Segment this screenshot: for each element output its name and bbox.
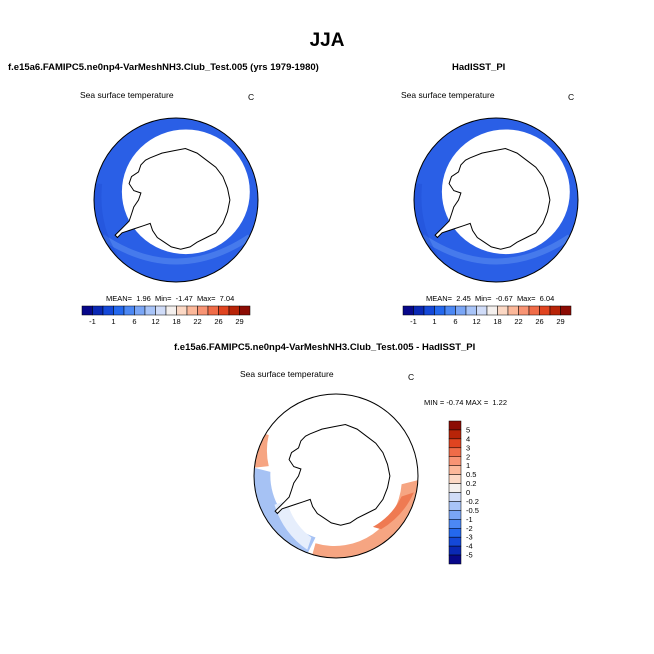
panel-3-title: f.e15a6.FAMIPC5.ne0np4-VarMeshNH3.Club_T…	[174, 342, 476, 353]
panel-3-colorbar-tick-label: 1	[466, 461, 470, 470]
panel-3-colorbar-tick-label: 5	[466, 425, 470, 434]
panel-2-colorbar-tick-label: 29	[556, 317, 564, 326]
panel-3-antarctica-outline	[274, 423, 391, 526]
panel-3-map-border	[253, 393, 419, 559]
panel-3-colorbar-tick-label: -4	[466, 542, 473, 551]
panel-3-colorbar-cell	[448, 501, 462, 511]
panel-3-colorbar-tick-label: 3	[466, 443, 470, 452]
panel-1-colorbar-tick-label: 18	[172, 317, 180, 326]
panel-1-mean-label: MEAN=	[106, 294, 133, 303]
panel-2-map-border	[413, 117, 579, 283]
panel-3-colorbar-tick-label: -0.5	[466, 506, 479, 515]
panel-3-min-label: MIN =	[424, 398, 445, 407]
panel-1-stats: MEAN= 1.96 Min= -1.47 Max= 7.04	[106, 294, 234, 303]
panel-1-variable-label: Sea surface temperature	[80, 90, 174, 100]
panel-2-colorbar-tick-label: 6	[453, 317, 457, 326]
panel-3-colorbar-tick-label: 0.5	[466, 470, 476, 479]
panel-2-min-label: Min=	[475, 294, 492, 303]
panel-2-max-label: Max=	[516, 294, 536, 303]
panel-1-antarctica-outline	[114, 147, 231, 250]
panel-2-colorbar-tick-label: 12	[472, 317, 480, 326]
panel-2-colorbar-tick-label: 26	[535, 317, 543, 326]
panel-3-colorbar-tick-label: 2	[466, 452, 470, 461]
panel-2-variable-label: Sea surface temperature	[401, 90, 495, 100]
panel-2-colorbar-tick-label: 1	[432, 317, 436, 326]
panel-3-colorbar-cell	[448, 483, 462, 493]
panel-3-colorbar-cell	[448, 420, 462, 431]
panel-2-colorbar-cell	[560, 305, 572, 316]
panel-1-colorbar-tick-label: -1	[89, 317, 96, 326]
panel-1-max-value: 7.04	[219, 294, 235, 303]
panel-2-mean-label: MEAN=	[426, 294, 453, 303]
panel-3-colorbar-tick-label: 0	[466, 488, 470, 497]
panel-3-colorbar-cell	[448, 519, 462, 529]
panel-3-colorbar-cell	[448, 456, 462, 466]
panel-2-antarctica-outline	[434, 147, 551, 250]
panel-3-colorbar-tick-label: -0.2	[466, 497, 479, 506]
panel-1-colorbar-tick-label: 29	[235, 317, 243, 326]
panel-1-colorbar-tick-label: 26	[214, 317, 222, 326]
panel-3-colorbar-tick-label: 0.2	[466, 479, 476, 488]
panel-2-max-value: 6.04	[539, 294, 555, 303]
panel-3-stats: MIN = -0.74 MAX = 1.22	[424, 398, 507, 407]
panel-1-title: f.e15a6.FAMIPC5.ne0np4-VarMeshNH3.Club_T…	[8, 62, 319, 73]
panel-3-min-value: -0.74	[446, 398, 464, 407]
panel-3-colorbar-cell	[448, 447, 462, 457]
panel-3-colorbar-cell	[448, 438, 462, 449]
panel-1-min-value: -1.47	[175, 294, 193, 303]
panel-3-colorbar-cell	[448, 474, 462, 484]
panel-1-mean-value: 1.96	[136, 294, 151, 303]
panel-3-colorbar-tick-label: -2	[466, 524, 473, 533]
panel-3-colorbar-tick-label: -3	[466, 533, 473, 542]
panel-2-colorbar-tick-label: 18	[493, 317, 501, 326]
panel-2-colorbar-tick-label: 22	[514, 317, 522, 326]
panel-3-colorbar-cell	[448, 528, 462, 538]
figure-title: JJA	[309, 30, 345, 51]
panel-2-stats: MEAN= 2.45 Min= -0.67 Max= 6.04	[426, 294, 554, 303]
panel-2-mean-value: 2.45	[456, 294, 471, 303]
panel-3-colorbar-cell	[448, 545, 462, 556]
panel-1-colorbar-cell	[239, 305, 251, 316]
panel-2-units-label: C	[568, 92, 575, 102]
panel-3-colorbar-cell	[448, 510, 462, 520]
panel-1-units-label: C	[248, 92, 255, 102]
panel-1-map-border	[93, 117, 259, 283]
panel-3-colorbar-cell	[448, 536, 462, 547]
panel-1-colorbar-tick-label: 12	[151, 317, 159, 326]
panel-2-min-value: -0.67	[495, 294, 513, 303]
panel-3-colorbar-tick-label: 4	[466, 434, 470, 443]
panel-1-colorbar-tick-label: 22	[193, 317, 201, 326]
panel-1-min-label: Min=	[155, 294, 172, 303]
panel-3-units-label: C	[408, 372, 415, 382]
panel-3-colorbar-cell	[448, 429, 462, 440]
panel-3-colorbar-tick-label: -1	[466, 515, 473, 524]
panel-3-max-value: 1.22	[492, 398, 508, 407]
panel-2-title: HadISST_PI	[452, 62, 506, 73]
panel-3-colorbar-cell	[448, 465, 462, 475]
panel-3-colorbar-tick-label: -5	[466, 551, 473, 560]
panel-3-colorbar-cell	[448, 492, 462, 502]
panel-1-colorbar-tick-label: 6	[132, 317, 136, 326]
panel-3-colorbar-cell	[448, 554, 462, 565]
panel-3-variable-label: Sea surface temperature	[240, 369, 334, 379]
panel-1-colorbar-tick-label: 1	[111, 317, 115, 326]
panel-1-max-label: Max=	[196, 294, 216, 303]
panel-2-colorbar-tick-label: -1	[410, 317, 417, 326]
panel-3-max-label: MAX =	[465, 398, 489, 407]
